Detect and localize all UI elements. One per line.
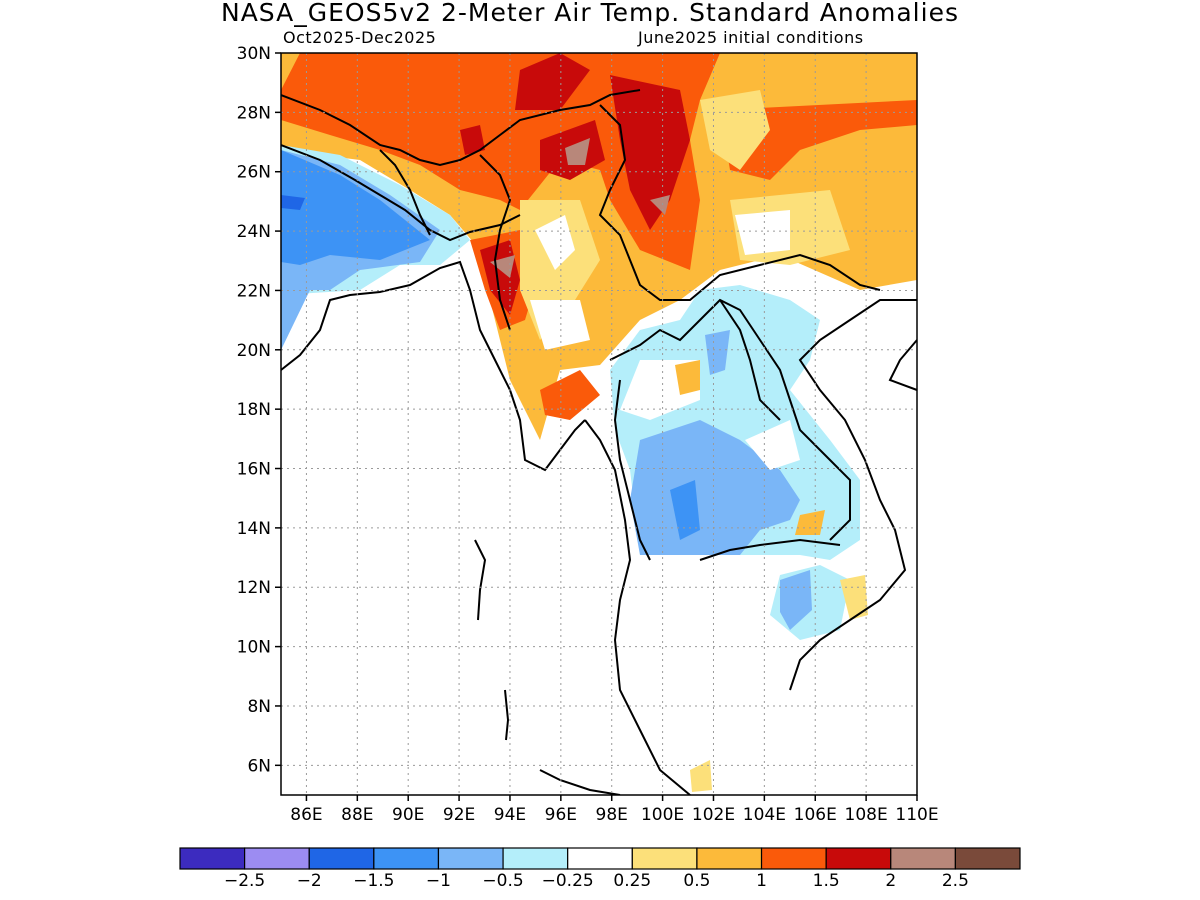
colorbar-label: −2.5 [224,871,265,891]
chart-title: NASA_GEOS5v2 2-Meter Air Temp. Standard … [221,0,959,27]
grid-lines [281,53,917,795]
lat-label: 24N [237,222,271,242]
lat-label: 14N [237,519,271,539]
colorbar-swatch [890,847,956,870]
country-borders [379,104,881,561]
near-normal-region [745,420,800,470]
lat-label: 30N [237,44,271,64]
colorbar-swatch [437,847,504,870]
strong-warm-anomaly [490,255,515,278]
weak-warm-anomaly [675,360,700,395]
strong-warm-anomaly [565,138,590,165]
lon-label: 90E [392,805,424,825]
colorbar-label: 2 [885,871,896,891]
cool-anomaly-region [281,195,305,210]
near-normal-region [530,300,590,350]
warm-anomaly-region [515,53,590,110]
colorbar-label: −1.5 [353,871,394,891]
initial-conditions: June2025 initial conditions [638,28,864,47]
colorbar-labels: −2.5 −2 −1.5 −1 −0.5 −0.25 0.25 0.5 1 1.5 2 2.5 [224,871,969,891]
lon-label: 94E [494,805,526,825]
colorbar-swatch [631,847,698,870]
lat-label: 22N [237,281,271,301]
lon-label: 104E [743,805,786,825]
lat-label: 18N [237,400,271,420]
colorbar-label: 2.5 [942,871,969,891]
latitude-labels: 30N 28N 26N 24N 22N 20N 18N 16N 14N 12N 10N 8N 6N [237,44,271,776]
lon-label: 88E [341,805,373,825]
lon-label: 96E [545,805,577,825]
cool-anomaly-region [705,330,730,375]
lon-label: 102E [692,805,735,825]
warm-anomaly-region [540,370,600,420]
lon-label: 108E [845,805,888,825]
weak-warm-anomaly [795,510,825,535]
coastlines [281,89,917,795]
lat-label: 6N [247,756,271,776]
colorbar-swatch [954,847,1021,870]
colorbar-label: −2 [297,871,322,891]
lon-label: 86E [290,805,322,825]
colorbar-swatch [502,847,569,870]
colorbar-swatch [308,847,375,870]
colorbar [179,847,1021,870]
lat-label: 20N [237,341,271,361]
cool-anomaly-region [281,150,430,265]
lon-label: 100E [641,805,684,825]
axis-ticks [275,52,918,801]
lat-label: 16N [237,460,271,480]
warm-anomaly-region [610,75,690,230]
lon-label: 98E [596,805,628,825]
colorbar-label: 1.5 [813,871,840,891]
lat-label: 12N [237,578,271,598]
colorbar-swatch [373,847,440,870]
forecast-period: Oct2025-Dec2025 [283,28,437,47]
weak-warm-anomaly [690,760,712,792]
map-frame [280,52,918,796]
lon-label: 92E [443,805,475,825]
lat-label: 10N [237,638,271,658]
lat-label: 8N [247,697,271,717]
colorbar-swatch [567,847,633,870]
colorbar-label: 0.25 [613,871,651,891]
anomaly-field [281,53,917,792]
warm-anomaly-region [281,53,720,270]
cool-anomaly-region [670,480,700,540]
warm-anomaly-region [460,125,485,155]
lon-label: 110E [895,805,938,825]
longitude-labels: 86E 88E 90E 92E 94E 96E 98E 100E 102E 104E 106E 108… [290,805,938,825]
colorbar-swatch [760,847,827,870]
weak-warm-anomaly [700,90,770,170]
lat-label: 28N [237,103,271,123]
colorbar-label: 1 [756,871,767,891]
warm-anomaly-region [720,100,917,180]
colorbar-label: −1 [426,871,451,891]
cool-anomaly-region [780,570,812,630]
colorbar-label: −0.25 [542,871,594,891]
colorbar-swatch [825,847,892,870]
lon-label: 106E [794,805,837,825]
colorbar-label: 0.5 [683,871,710,891]
strong-warm-anomaly [650,195,670,215]
colorbar-label: −0.5 [482,871,523,891]
colorbar-swatch [244,847,310,870]
near-normal-region [535,215,575,270]
weak-warm-anomaly [840,575,868,620]
lat-label: 26N [237,163,271,183]
colorbar-swatch [179,847,246,870]
near-normal-region [735,210,790,255]
colorbar-swatch [696,847,763,870]
